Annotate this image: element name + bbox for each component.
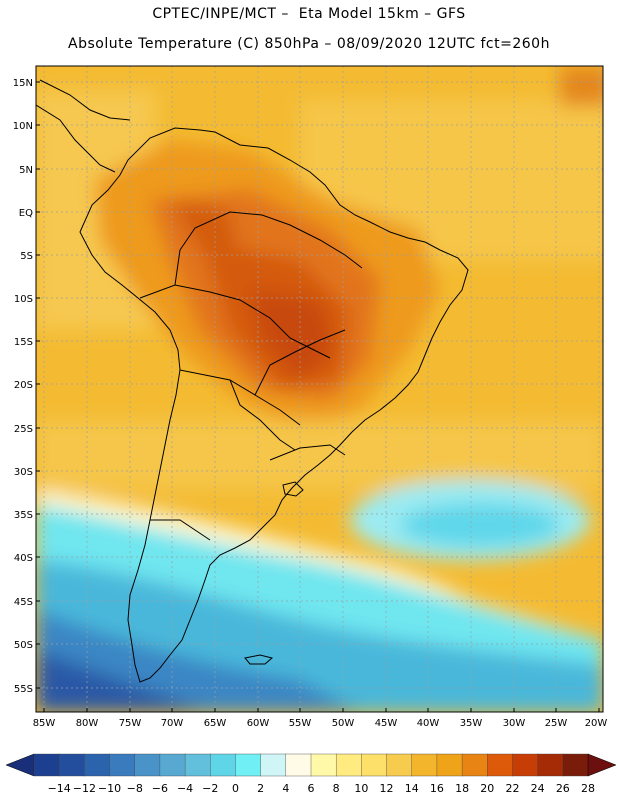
colorbar-label: −14 — [48, 782, 71, 795]
lon-label: 85W — [33, 718, 56, 729]
colorbar-swatch — [235, 753, 262, 777]
colorbar-swatch — [58, 753, 86, 777]
lon-label: 40W — [417, 718, 440, 729]
colorbar-swatch — [436, 753, 463, 777]
colorbar-label: 28 — [581, 782, 595, 795]
colorbar-swatch — [285, 753, 312, 777]
colorbar-label: 18 — [455, 782, 469, 795]
lat-label: 25S — [14, 424, 33, 435]
country-border — [254, 329, 346, 396]
lat-label: 10S — [14, 294, 33, 305]
colorbar-label: 20 — [480, 782, 494, 795]
lat-label: EQ — [19, 208, 33, 219]
colorbar-label: 10 — [354, 782, 368, 795]
lon-label: 65W — [204, 718, 227, 729]
country-border — [174, 211, 363, 286]
colorbar-label: 22 — [505, 782, 519, 795]
colorbar-swatch — [210, 753, 237, 777]
colorbar-label: 24 — [531, 782, 545, 795]
lat-label: 40S — [14, 553, 33, 564]
colorbar-swatch — [361, 753, 388, 777]
central-america-coast — [36, 104, 116, 173]
colorbar-swatch — [461, 753, 488, 777]
lat-label: 45S — [14, 597, 33, 608]
lon-label: 45W — [375, 718, 398, 729]
colorbar-label: −2 — [202, 782, 218, 795]
colorbar-label: 0 — [232, 782, 239, 795]
colorbar-swatch — [537, 753, 564, 777]
colorbar-swatch — [562, 753, 589, 777]
colorbar-swatch — [159, 753, 186, 777]
lat-label: 15S — [14, 337, 33, 348]
map-title-line2: Absolute Temperature (C) 850hPa – 08/09/… — [68, 36, 550, 52]
colorbar-swatch — [386, 753, 413, 777]
country-border — [179, 369, 301, 426]
colorbar-label: −6 — [152, 782, 168, 795]
country-border — [269, 444, 346, 461]
colorbar-label: −8 — [127, 782, 143, 795]
colorbar-swatch — [335, 753, 363, 777]
colorbar-label: 6 — [308, 782, 315, 795]
lon-label: 55W — [289, 718, 312, 729]
colorbar-label: −4 — [177, 782, 193, 795]
latitude-labels: 15N 10N 5N EQ 5S 10S 15S 20S 25S 30S 35S… — [13, 78, 33, 695]
lat-label: 15N — [13, 78, 33, 89]
lake — [282, 481, 304, 497]
central-america-coast — [39, 79, 131, 121]
colorbar-label: 2 — [257, 782, 264, 795]
colorbar-label: 26 — [556, 782, 570, 795]
colorbar-left-arrow — [5, 753, 35, 777]
falkland-islands — [244, 654, 274, 665]
lon-label: 60W — [247, 718, 270, 729]
colorbar-label: 14 — [405, 782, 419, 795]
lat-label: 55S — [14, 684, 33, 695]
lon-label: 35W — [460, 718, 483, 729]
lon-label: 30W — [503, 718, 526, 729]
colorbar-label: 4 — [282, 782, 289, 795]
south-america-coast — [79, 127, 469, 683]
colorbar-swatch — [109, 753, 136, 777]
lat-label: 35S — [14, 510, 33, 521]
colorbar-right-arrow — [587, 753, 617, 777]
colorbar-swatch — [487, 753, 514, 777]
colorbar-swatch — [134, 753, 161, 777]
lat-label: 50S — [14, 640, 33, 651]
colorbar-swatch — [184, 753, 211, 777]
country-border — [150, 519, 211, 541]
map-title-line1: CPTEC/INPE/MCT – Eta Model 15km – GFS — [152, 6, 466, 22]
colorbar-label: −10 — [98, 782, 121, 795]
colorbar-swatch — [84, 753, 111, 777]
lat-label: 20S — [14, 380, 33, 391]
colorbar-label: 16 — [430, 782, 444, 795]
lat-label: 5N — [19, 165, 33, 176]
colorbar-label: 12 — [380, 782, 394, 795]
colorbar-swatch — [310, 753, 337, 777]
coastlines — [36, 79, 469, 683]
plot-frame — [35, 65, 604, 713]
country-border — [229, 379, 296, 451]
lat-label: 30S — [14, 467, 33, 478]
lon-label: 70W — [161, 718, 184, 729]
tick-marks — [36, 81, 600, 712]
colorbar: −14 −12 −10 −8 −6 −4 −2 0 2 4 6 8 10 12 14 16 18 20 22 24 26… — [5, 753, 617, 795]
colorbar-swatch — [512, 753, 539, 777]
colorbar-swatch — [260, 753, 287, 777]
colorbar-swatch — [411, 753, 438, 777]
lat-label: 5S — [20, 251, 33, 262]
lon-label: 25W — [545, 718, 568, 729]
lon-label: 50W — [332, 718, 355, 729]
lat-label: 10N — [13, 121, 33, 132]
lon-label: 20W — [585, 718, 608, 729]
longitude-labels: 85W 80W 75W 70W 65W 60W 55W 50W 45W 40W … — [33, 718, 608, 729]
colorbar-label: 8 — [333, 782, 340, 795]
colorbar-label: −12 — [73, 782, 96, 795]
lon-label: 80W — [76, 718, 99, 729]
temperature-field — [36, 66, 603, 712]
colorbar-swatch — [33, 753, 60, 777]
lon-label: 75W — [119, 718, 142, 729]
